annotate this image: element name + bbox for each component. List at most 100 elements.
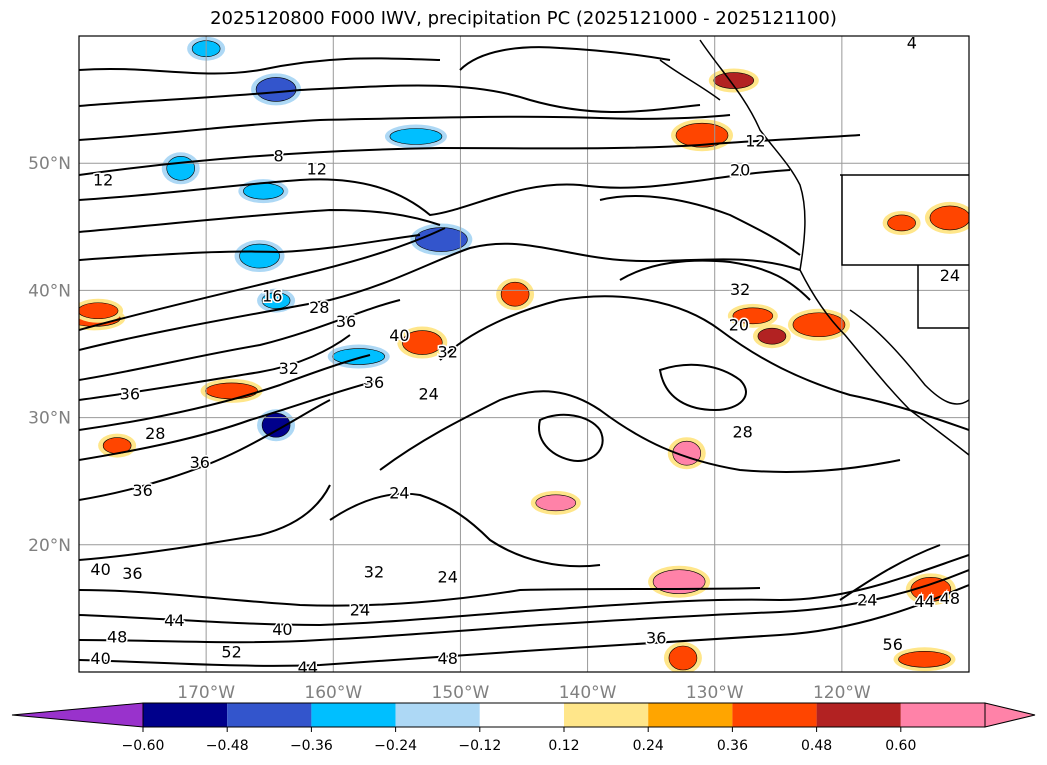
precip-region [239,243,280,269]
contour-label: 52 [221,643,241,662]
contour-label: 24 [857,590,877,609]
x-tick-label: 140°W [559,683,617,703]
y-tick-label: 40°N [28,281,71,301]
contour-label: 44 [164,611,184,630]
precip-region [713,72,755,89]
colorbar-segment [227,703,312,727]
precip-region [401,330,443,355]
contour-label: 8 [274,147,284,166]
colorbar-tick-label: −0.60 [122,738,165,754]
contour-label: 40 [272,620,292,639]
contour-label: 40 [90,560,110,579]
x-tick-label: 150°W [432,683,490,703]
precip-region [792,312,846,338]
precip-region [261,292,291,309]
colorbar-segment [648,703,733,727]
colorbar-segment [311,703,396,727]
contour-label: 28 [309,298,329,317]
iwv-contours [79,46,969,667]
colorbar-tick-label: −0.24 [374,738,417,754]
precip-region [929,205,969,231]
map-area: 4 12 20 8 12 12 24 32 16 28 36 20 40 32 32 36 36 24 28 28 36… [79,33,969,677]
contour-label: 36 [646,629,666,648]
y-tick-label: 50°N [28,154,71,174]
contour-label: 40 [389,326,409,345]
colorbar-tick-label: −0.36 [290,738,333,754]
colorbar-tick-label: −0.12 [458,738,501,754]
contour-label: 24 [940,266,960,285]
contour-label: 28 [733,423,753,442]
contour-label: 32 [279,359,299,378]
y-tick-label: 30°N [28,409,71,429]
contour-label: 32 [364,563,384,582]
precip-region [652,569,706,594]
x-axis-ticks: 170°W 160°W 150°W 140°W 130°W 120°W [177,683,871,703]
precip-region [389,128,443,145]
colorbar-tick-label: 0.60 [885,738,916,754]
contour-label: 44 [914,592,934,611]
colorbar-extend-low [11,702,144,728]
contour-label: 12 [307,159,327,178]
precip-region [332,348,386,365]
colorbar-extend-high [984,702,1036,728]
precip-region [668,645,698,671]
x-tick-label: 120°W [813,683,871,703]
contour-label: 40 [90,649,110,668]
contour-label: 36 [364,373,384,392]
precip-region [887,214,916,232]
colorbar-segment [900,703,985,727]
precip-region [166,155,196,181]
contour-label: 4 [907,33,917,52]
colorbar-segment [564,703,649,727]
x-tick-label: 160°W [304,683,362,703]
y-tick-label: 20°N [28,536,71,556]
contour-label: 20 [730,161,750,180]
contour-label: 32 [730,280,750,299]
contour-label: 36 [122,564,142,583]
contour-label: 24 [418,384,438,403]
contour-label: 36 [120,384,140,403]
coastline [659,39,969,456]
precip-region [898,650,951,668]
x-tick-label: 130°W [686,683,744,703]
colorbar-segment [395,703,480,727]
colorbar-tick-label: 0.48 [801,738,832,754]
precip-region [415,227,468,252]
colorbar-tick-label: 0.24 [633,738,664,754]
x-tick-label: 170°W [177,683,235,703]
contour-labels: 4 12 20 8 12 12 24 32 16 28 36 20 40 32 32 36 36 24 28 28 36… [89,33,962,677]
plot-frame [78,35,970,673]
precip-region [535,494,577,512]
colorbar-segment [143,703,228,727]
contour-label: 48 [940,589,960,608]
chart-title: 2025120800 F000 IWV, precipitation PC (2… [210,8,837,29]
contour-label: 16 [262,286,282,305]
precip-region [255,77,297,102]
contour-label: 44 [298,658,318,677]
contour-label: 12 [93,171,113,190]
colorbar-segment [816,703,901,727]
precipitation-layer [79,36,969,672]
precip-region [261,412,291,438]
precip-region [757,327,787,345]
colorbar-tick-label: 0.36 [717,738,748,754]
contour-label: 48 [107,627,127,646]
contour-label: 12 [745,131,765,150]
contour-label: 28 [145,424,165,443]
contour-label: 56 [883,635,903,654]
colorbar [11,702,1036,728]
colorbar-ticks: −0.60 −0.48 −0.36 −0.24 −0.12 0.12 0.24 0.36 0.4… [122,727,916,754]
precip-region [79,302,119,320]
contour-label: 48 [438,649,458,668]
precip-region [205,382,258,400]
grid-lines [79,36,969,672]
precip-region [732,307,774,325]
contour-label: 36 [132,481,152,500]
contour-label: 24 [438,568,458,587]
precip-region [243,182,284,200]
colorbar-tick-label: −0.48 [206,738,249,754]
contour-label: 24 [350,601,370,620]
contour-label: 20 [729,316,749,335]
colorbar-tick-label: 0.12 [548,738,579,754]
